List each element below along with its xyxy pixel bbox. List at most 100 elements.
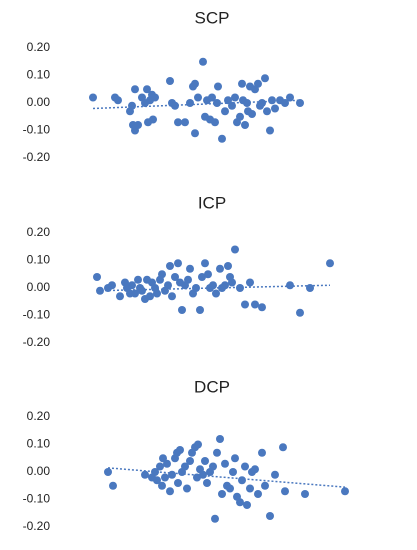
- point: [159, 454, 167, 463]
- point: [218, 134, 226, 143]
- point: [149, 115, 157, 124]
- y-tick-label: 0.00: [27, 95, 51, 109]
- point: [254, 79, 262, 88]
- point: [186, 99, 194, 107]
- y-tick-label: 0.20: [27, 409, 51, 423]
- point: [208, 93, 216, 102]
- y-tick-label: 0.20: [27, 40, 51, 54]
- point: [168, 292, 176, 301]
- point: [248, 110, 256, 118]
- point: [203, 479, 211, 487]
- point: [279, 443, 287, 452]
- point: [199, 470, 207, 479]
- point: [158, 270, 166, 279]
- point: [238, 476, 246, 485]
- point: [266, 512, 274, 520]
- point: [251, 300, 259, 309]
- chart-title: ICP: [198, 193, 226, 212]
- point: [226, 484, 234, 493]
- point: [128, 281, 136, 290]
- point: [171, 273, 179, 281]
- point: [134, 275, 142, 284]
- point: [184, 275, 192, 284]
- point: [241, 462, 249, 471]
- point: [156, 462, 164, 471]
- point: [153, 476, 161, 485]
- point: [143, 85, 151, 94]
- point: [241, 300, 249, 309]
- y-tick-label: -0.20: [23, 335, 51, 349]
- point: [194, 440, 202, 449]
- point: [164, 281, 172, 290]
- point: [246, 278, 254, 287]
- point: [128, 101, 136, 110]
- y-tick-label: -0.20: [23, 150, 51, 164]
- point: [171, 101, 179, 110]
- point: [151, 93, 159, 102]
- point: [134, 121, 142, 129]
- point: [236, 284, 244, 292]
- point: [296, 308, 304, 317]
- point: [266, 126, 274, 135]
- point: [258, 99, 266, 107]
- point: [213, 448, 221, 457]
- point: [261, 74, 269, 83]
- point: [163, 459, 171, 468]
- point: [281, 487, 289, 496]
- point: [263, 107, 271, 116]
- point: [131, 289, 139, 298]
- point: [281, 99, 289, 107]
- point: [224, 262, 232, 270]
- y-tick-label: 0.10: [27, 437, 51, 451]
- point: [201, 259, 209, 268]
- point: [183, 484, 191, 493]
- point: [131, 85, 139, 94]
- point: [254, 490, 262, 498]
- y-tick-label: -0.10: [23, 308, 51, 322]
- point: [138, 286, 146, 295]
- point: [109, 481, 117, 490]
- y-tick-label: 0.20: [27, 225, 51, 239]
- point: [166, 262, 174, 270]
- point: [209, 281, 217, 290]
- point: [181, 462, 189, 471]
- point: [199, 57, 207, 66]
- point: [229, 468, 237, 476]
- point: [96, 286, 104, 295]
- chart-title: DCP: [194, 377, 230, 396]
- point: [153, 289, 161, 298]
- point: [243, 99, 251, 107]
- point: [174, 259, 182, 268]
- point: [209, 462, 217, 471]
- point: [192, 284, 200, 292]
- point: [161, 473, 169, 482]
- point: [116, 292, 124, 301]
- point: [326, 259, 334, 268]
- point: [218, 490, 226, 498]
- trendline: [92, 99, 301, 110]
- y-tick-label: 0.10: [27, 253, 51, 267]
- point: [198, 273, 206, 281]
- point: [231, 245, 239, 254]
- point: [243, 501, 251, 509]
- y-tick-label: 0.00: [27, 464, 51, 478]
- point: [93, 273, 101, 281]
- point: [141, 470, 149, 479]
- point: [261, 481, 269, 490]
- point: [286, 93, 294, 102]
- point: [271, 104, 279, 113]
- point: [301, 490, 309, 498]
- point: [241, 121, 249, 129]
- point: [146, 292, 154, 301]
- point: [191, 79, 199, 88]
- point: [191, 129, 199, 138]
- point: [212, 289, 220, 298]
- point: [178, 306, 186, 314]
- trendline: [96, 284, 331, 292]
- point: [268, 96, 276, 105]
- point: [216, 264, 224, 273]
- point: [236, 112, 244, 121]
- point: [221, 107, 229, 116]
- point: [228, 278, 236, 287]
